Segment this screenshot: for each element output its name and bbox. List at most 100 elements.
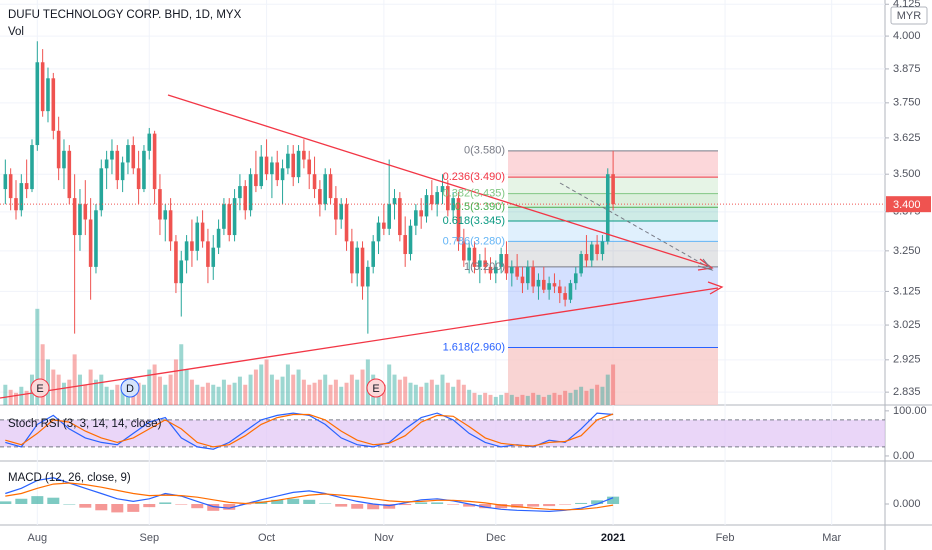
macd-histogram-bar (367, 504, 380, 510)
candle-body (259, 156, 264, 187)
candle-body (190, 241, 194, 251)
y-tick-label: 3.250 (893, 245, 921, 257)
volume-bar (355, 379, 360, 405)
candle-body (8, 174, 13, 199)
candle-body (552, 283, 557, 287)
candle-body (589, 244, 594, 261)
candle-body (94, 210, 98, 267)
volume-bar (285, 364, 290, 405)
candle-body (280, 168, 285, 181)
y-tick-label: 3.875 (893, 63, 921, 75)
candle-body (243, 186, 248, 211)
fib-label: 0.786(3.280) (443, 235, 505, 247)
candle-body (270, 162, 274, 175)
macd-histogram-bar (351, 504, 364, 509)
candle-body (120, 162, 125, 181)
volume-bar (168, 374, 173, 405)
volume-bar (157, 376, 162, 405)
candle-body (142, 150, 146, 190)
candle-body (392, 198, 397, 205)
candle-body (46, 78, 50, 112)
event-marker[interactable]: D (120, 378, 140, 398)
candle-body (83, 204, 88, 220)
candle-body (328, 174, 333, 199)
macd-histogram-bar (575, 502, 588, 504)
candle-body (232, 198, 237, 236)
volume-bar (3, 384, 8, 405)
macd-histogram-bar (543, 504, 556, 507)
volume-bar (605, 374, 610, 405)
macd-histogram-bar (607, 496, 620, 504)
macd-histogram-bar (287, 498, 300, 504)
volume-bar (456, 379, 461, 405)
candle-body (168, 210, 173, 242)
candle-body (376, 222, 381, 242)
candle-body (30, 145, 34, 190)
stoch-legend: Stoch RSI (3, 3, 14, 14, close) (8, 418, 162, 430)
candle-body (312, 174, 317, 190)
candle-body (307, 159, 312, 175)
candle-body (584, 254, 589, 261)
candle-body (600, 241, 605, 255)
x-tick-label: Sep (139, 532, 159, 544)
volume-bar (435, 384, 440, 405)
candle-body (573, 273, 578, 284)
y-tick-label: 0.00 (893, 450, 914, 462)
volume-bar (509, 394, 514, 405)
macd-histogram-bar (463, 504, 476, 507)
candle-body (531, 266, 535, 287)
drawing-layer (0, 94, 724, 399)
macd-histogram-bar (127, 504, 140, 512)
fib-label: 1.618(2.960) (443, 341, 505, 353)
trend-arrow (697, 258, 714, 271)
candle-body (318, 189, 322, 205)
volume-bar (163, 384, 168, 405)
candle-body (296, 150, 301, 178)
x-tick-label: Feb (716, 532, 735, 544)
fib-label: 0(3.580) (464, 145, 505, 157)
stoch-k-line (5, 412, 614, 450)
volume-bar (259, 364, 264, 405)
currency-box[interactable] (890, 6, 928, 25)
candle-body (99, 168, 104, 211)
macd-histogram-bar (591, 500, 604, 504)
candle-body (398, 198, 402, 236)
candle-body (515, 266, 519, 277)
candle-body (72, 198, 77, 236)
volume-bar (504, 392, 509, 405)
event-marker[interactable]: E (366, 378, 386, 398)
macd-histogram-bar (95, 504, 108, 511)
candle-body (147, 133, 152, 151)
candle-body (360, 247, 365, 287)
volume-bar (205, 382, 210, 405)
volume-layer (3, 308, 616, 405)
macd-histogram-bar (527, 504, 540, 507)
candle-body (163, 210, 168, 220)
volume-bar (472, 392, 477, 405)
y-tick-label: 2.925 (893, 354, 921, 366)
volume-bar (93, 379, 98, 405)
trend-line (0, 287, 719, 399)
candle-body (67, 150, 72, 199)
volume-bar (141, 384, 146, 405)
macd-histogram-bar (495, 504, 508, 509)
event-marker[interactable]: E (30, 378, 50, 398)
volume-bar (525, 395, 530, 405)
volume-bar (77, 374, 82, 405)
volume-bar (45, 359, 50, 405)
volume-bar (147, 369, 152, 405)
candle-body (510, 266, 514, 274)
volume-bar (339, 386, 344, 405)
volume-bar (493, 396, 498, 405)
volume-bar (301, 379, 306, 405)
candle-body (211, 247, 216, 267)
volume-bar (237, 376, 242, 405)
candle-body (302, 150, 306, 160)
volume-bar (483, 392, 488, 405)
candle-body (344, 204, 349, 242)
fib-zone (508, 221, 718, 242)
macd-histogram-bar (431, 502, 444, 504)
volume-bar (40, 344, 45, 405)
volume-bar (547, 394, 552, 405)
volume-bar (264, 359, 269, 405)
